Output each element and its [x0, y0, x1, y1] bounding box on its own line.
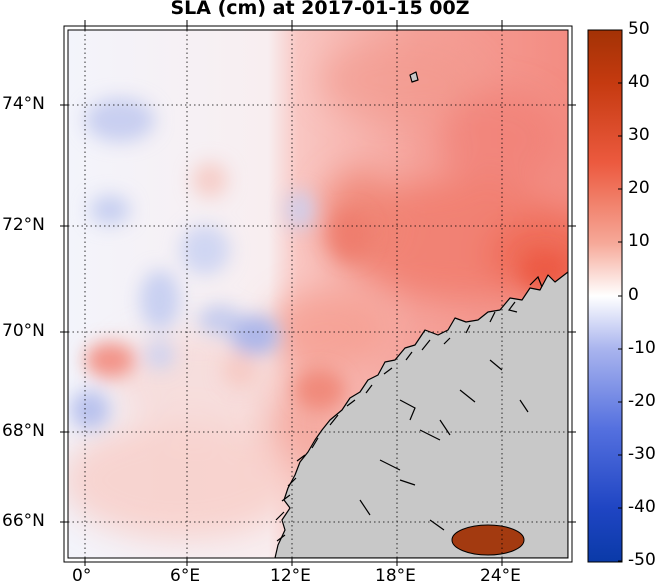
lon-label-18e: 18°E	[375, 566, 416, 586]
colorbar-ticks	[618, 29, 622, 562]
lon-label-6e: 6°E	[170, 566, 201, 586]
colorbar-label-20: 20	[628, 178, 650, 198]
coast-islands	[275, 275, 543, 542]
land-mass	[274, 71, 568, 558]
lat-label-72: 72°N	[2, 215, 45, 235]
colorbar-label-10: 10	[628, 231, 650, 251]
map-frame	[67, 29, 569, 559]
colorbar-label-neg10: -10	[628, 338, 656, 358]
sla-field-details	[70, 98, 568, 430]
colorbar-label-40: 40	[628, 72, 650, 92]
colorbar-label-neg50: -50	[628, 550, 656, 570]
colorbar-label-neg30: -30	[628, 444, 656, 464]
colorbar-label-neg40: -40	[628, 497, 656, 517]
lat-label-70: 70°N	[2, 321, 45, 341]
colorbar	[587, 29, 623, 563]
colorbar-gradient	[587, 29, 623, 563]
map-panel	[68, 30, 568, 558]
lat-label-74: 74°N	[2, 94, 45, 114]
lon-label-0: 0°	[72, 566, 92, 586]
colorbar-label-0: 0	[628, 285, 639, 305]
colorbar-label-30: 30	[628, 125, 650, 145]
lat-label-68: 68°N	[2, 421, 45, 441]
lon-label-24e: 24°E	[480, 566, 521, 586]
map-title: SLA (cm) at 2017-01-15 00Z	[170, 0, 470, 19]
lat-label-66: 66°N	[2, 511, 45, 531]
colorbar-label-neg20: -20	[628, 391, 656, 411]
colorbar-label-50: 50	[628, 19, 650, 39]
map-ticks	[60, 20, 576, 566]
finland-sla-patch	[451, 524, 525, 556]
lon-label-12e: 12°E	[270, 566, 311, 586]
map-frame-inner	[63, 25, 573, 563]
